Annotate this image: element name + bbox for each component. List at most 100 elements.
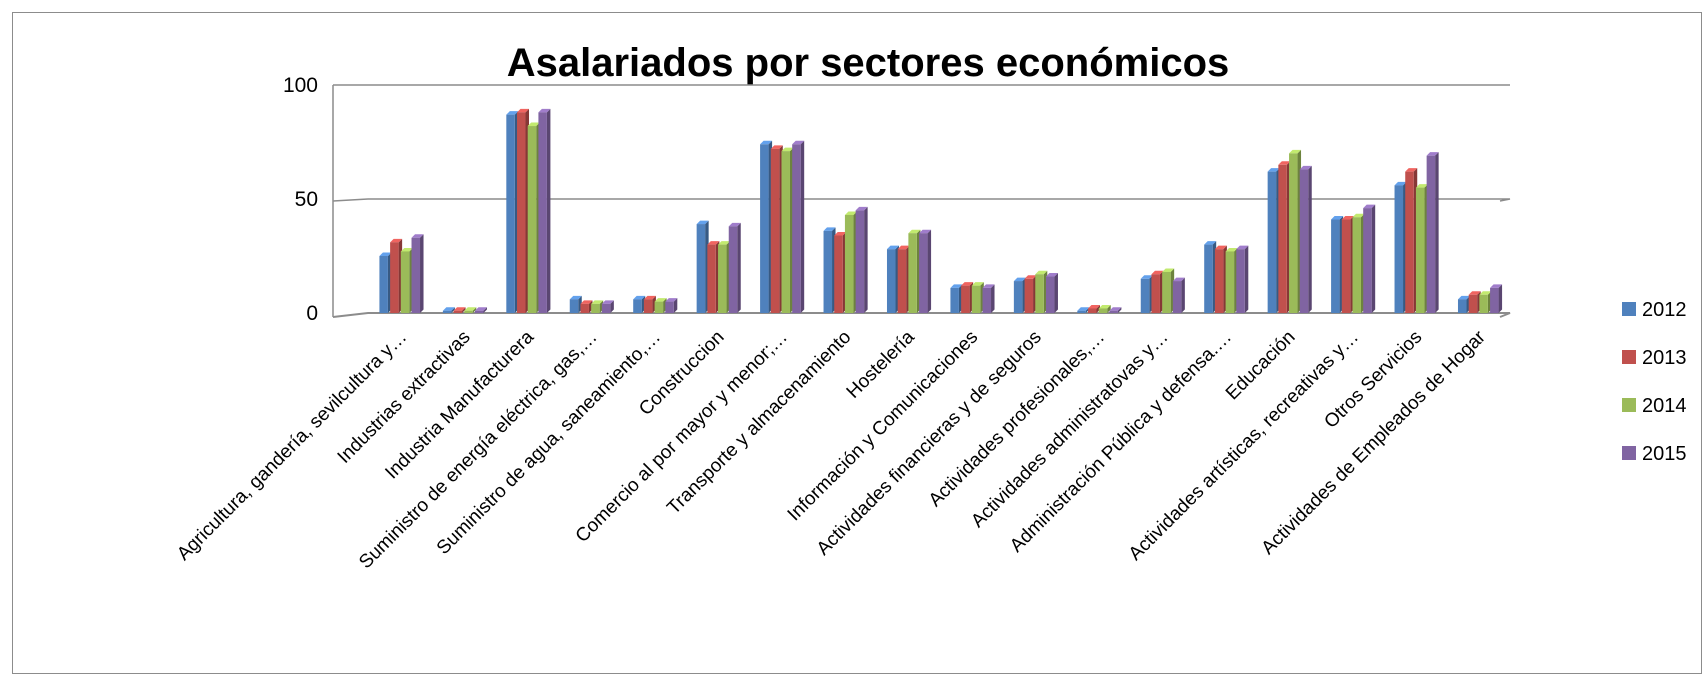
x-tick-label: Administración Pública y defensa.… [1006,327,1236,557]
bar [1426,152,1439,313]
bar-top [1278,161,1291,165]
y-tick-label: 100 [283,74,318,97]
bar-front [1162,271,1171,313]
bar-top [390,238,403,243]
bar [1236,245,1249,313]
bar-top [411,234,424,238]
grid [332,84,1511,318]
bar-side [1117,307,1122,313]
bar [1405,168,1418,313]
bar-top [770,145,783,149]
bar [707,241,720,313]
bar [1098,304,1111,313]
bar-front [527,126,537,313]
bar-front [886,249,896,313]
bar [1045,273,1058,313]
bar [1394,181,1407,313]
legend: 2012 2013 2014 2015 [1622,299,1687,465]
bar-front [961,285,970,313]
x-axis-ticks: Agricultura, gandería, sevilcultura y…In… [173,326,1490,573]
legend-swatch [1622,302,1636,316]
x-tick-label: Suministro de energía eléctrica, gas,… [355,327,601,573]
chart-title: Asalariados por sectores económicos [507,41,1230,85]
bar-top [823,227,836,231]
bar-front [633,299,642,313]
bar [1214,245,1227,313]
bar-top [1236,245,1249,250]
bar-front [1394,185,1404,313]
bar-front [1035,274,1044,313]
bar [1024,275,1037,313]
bar-front [601,303,611,313]
bar-side [1371,204,1376,313]
bar [643,295,656,313]
bar-front [506,114,515,313]
bar-top [464,307,477,311]
bar [1172,277,1185,313]
bar [886,245,899,313]
bar-top [1468,291,1481,295]
bar-top [908,229,921,234]
legend-label: 2015 [1642,443,1687,465]
bar-top [1140,275,1153,279]
bar-side [737,222,741,313]
bar-top [379,252,392,256]
bar-side [451,307,455,313]
bar [474,307,487,313]
bar [961,282,974,313]
bar [569,295,582,313]
bar-front [538,112,547,313]
bar-front [770,148,780,313]
bar-front [823,230,833,313]
bar-front [781,151,790,313]
bar-top [1299,165,1312,170]
chart-frame [12,12,1702,674]
bar-top [950,284,963,288]
bar-top [527,122,540,127]
bar-front [1490,287,1499,313]
bar-top [1162,268,1175,272]
bar-front [1352,217,1361,313]
bar-top [665,298,678,302]
bar [1468,291,1481,313]
bar-top [1035,270,1048,275]
bar [1457,295,1470,313]
bar [1225,247,1238,313]
bar [971,282,984,313]
bar-front [1289,153,1298,313]
bar-top [1098,304,1111,309]
bar-top [886,245,899,250]
bar-front [728,226,738,313]
bar [728,222,741,313]
bar-side [1308,165,1312,313]
bar-top [569,295,582,300]
bar-side [462,307,466,313]
bar [781,147,794,313]
bar-top [1013,277,1026,282]
legend-swatch [1622,350,1636,364]
bar-front [1236,249,1245,313]
bar-front [1088,308,1097,313]
bar-front [1331,219,1340,313]
bar-front [1172,281,1182,313]
bar-front [1278,164,1287,313]
bar-side [472,307,477,313]
bar-side [1096,304,1101,313]
bar-front [1013,281,1023,313]
bar [1162,268,1175,313]
bar-top [580,300,593,304]
bar [1204,241,1217,313]
bar-side [1054,273,1058,313]
bar-front [1214,249,1224,313]
bar-top [1077,307,1090,311]
bar-top [1109,307,1122,311]
bar [506,111,519,313]
bar-front [971,285,981,313]
bar [834,231,847,313]
bar-front [580,303,589,313]
bar-top [643,295,656,300]
bar-top [1267,168,1280,172]
bar-side [1107,304,1111,313]
bar-front [760,144,769,313]
